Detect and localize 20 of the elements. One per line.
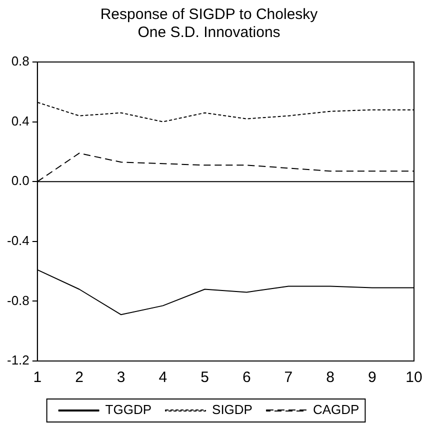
x-tick-label: 6: [242, 369, 251, 386]
y-tick-label: 0.4: [11, 113, 30, 128]
y-tick-label: -1.2: [6, 352, 30, 368]
legend-label: SIGDP: [212, 402, 252, 418]
legend-label: CAGDP: [312, 402, 360, 418]
legend-label: TGGDP: [105, 402, 152, 418]
x-tick-label: 8: [326, 369, 334, 386]
chart-title: Response of SIGDP to Cholesky One S.D. Innovations: [100, 6, 318, 42]
x-tick-label: 5: [200, 369, 209, 386]
y-tick-label: -0.4: [6, 232, 30, 248]
x-tick-label: 2: [75, 369, 84, 386]
x-tick-label: 4: [158, 369, 168, 386]
x-tick-label: 9: [368, 369, 376, 386]
y-tick-label: 0.8: [11, 54, 30, 69]
x-tick-label: 7: [284, 369, 293, 386]
y-tick-label: 0.0: [11, 173, 30, 188]
x-tick-label: 1: [33, 369, 42, 386]
x-tick-label: 3: [116, 369, 126, 386]
y-tick-label: -0.8: [6, 292, 30, 308]
x-tick-label: 10: [406, 369, 422, 386]
